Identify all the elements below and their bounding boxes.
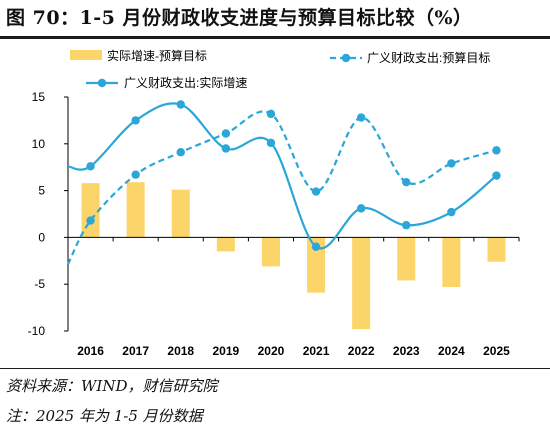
x-tick-label: 2018 [167, 344, 194, 358]
legend-swatch-bar [70, 50, 102, 60]
footnote: 注：2025 年为 1-5 月份数据 [6, 407, 203, 425]
budget-target-series-point-2017 [131, 170, 140, 179]
actual-growth-series-point-2021 [311, 242, 321, 251]
source-note: 资料来源：WIND，财信研究院 [6, 377, 218, 395]
budget-target-series-point-2016 [86, 216, 95, 225]
actual-growth-series-point-2018 [176, 100, 185, 109]
budget-target-series-point-2024 [447, 159, 456, 168]
y-tick-label: 0 [38, 230, 45, 244]
x-tick-label: 2016 [77, 344, 104, 358]
legend-label-dashed: 广义财政支出:预算目标 [367, 50, 490, 65]
figure-title: 图 70：1-5 月份财政收支进度与预算目标比较（%） [6, 7, 473, 29]
actual-growth-series-point-2022 [356, 204, 366, 213]
legend-label-solid: 广义财政支出:实际增速 [124, 75, 247, 90]
x-tick-label: 2017 [122, 344, 149, 358]
bar-2020 [261, 237, 280, 267]
budget-target-series-point-2019 [221, 129, 231, 138]
y-tick-label: 5 [38, 184, 45, 198]
title-rule [0, 36, 550, 39]
actual-growth-series-point-2019 [221, 144, 231, 153]
actual-growth-series-point-2023 [402, 221, 411, 230]
actual-growth-series-point-2016 [86, 162, 95, 171]
budget-target-series-point-2025 [492, 146, 501, 155]
budget-target-series-point-2023 [402, 177, 411, 187]
bar-2018 [171, 189, 190, 238]
bar-2022 [352, 237, 371, 330]
x-tick-label: 2022 [348, 344, 375, 358]
y-tick-label: 15 [32, 90, 46, 104]
bar-2024 [442, 237, 461, 288]
x-tick-label: 2023 [393, 344, 420, 358]
budget-target-series-point-2020 [266, 109, 276, 119]
actual-growth-series-point-2017 [131, 116, 140, 125]
budget-target-series-point-2022 [356, 113, 366, 122]
plot-area: 15 10 5 0 -5 -10 2016 2017 2018 2019 2020 2021 2022 2… [28, 90, 520, 358]
actual-growth-series-point-2020 [266, 138, 276, 148]
budget-target-series-point-2018 [176, 148, 185, 157]
x-tick-label: 2025 [483, 344, 510, 358]
bar-2025 [487, 237, 506, 262]
y-tick-label: -10 [28, 324, 46, 338]
bar-2019 [216, 237, 235, 252]
legend-label-bar: 实际增速-预算目标 [107, 48, 207, 63]
y-tick-label: -5 [34, 277, 45, 291]
legend-marker-dashed [341, 53, 351, 63]
bar-2023 [397, 237, 416, 281]
x-tick-label: 2020 [258, 344, 285, 358]
legend-marker-solid [97, 78, 107, 88]
x-tick-label: 2021 [303, 344, 330, 358]
x-tick-label: 2019 [212, 344, 239, 358]
bar-2021 [307, 237, 326, 293]
actual-growth-series-point-2024 [447, 207, 456, 217]
x-tick-label: 2024 [438, 344, 465, 358]
budget-target-series-point-2021 [311, 187, 321, 196]
bar-2017 [126, 182, 145, 238]
actual-growth-series-point-2025 [492, 171, 501, 180]
source-rule [0, 368, 550, 369]
y-tick-label: 10 [32, 137, 46, 151]
budget-target-series-line [67, 110, 497, 265]
bar-2016 [81, 183, 100, 238]
